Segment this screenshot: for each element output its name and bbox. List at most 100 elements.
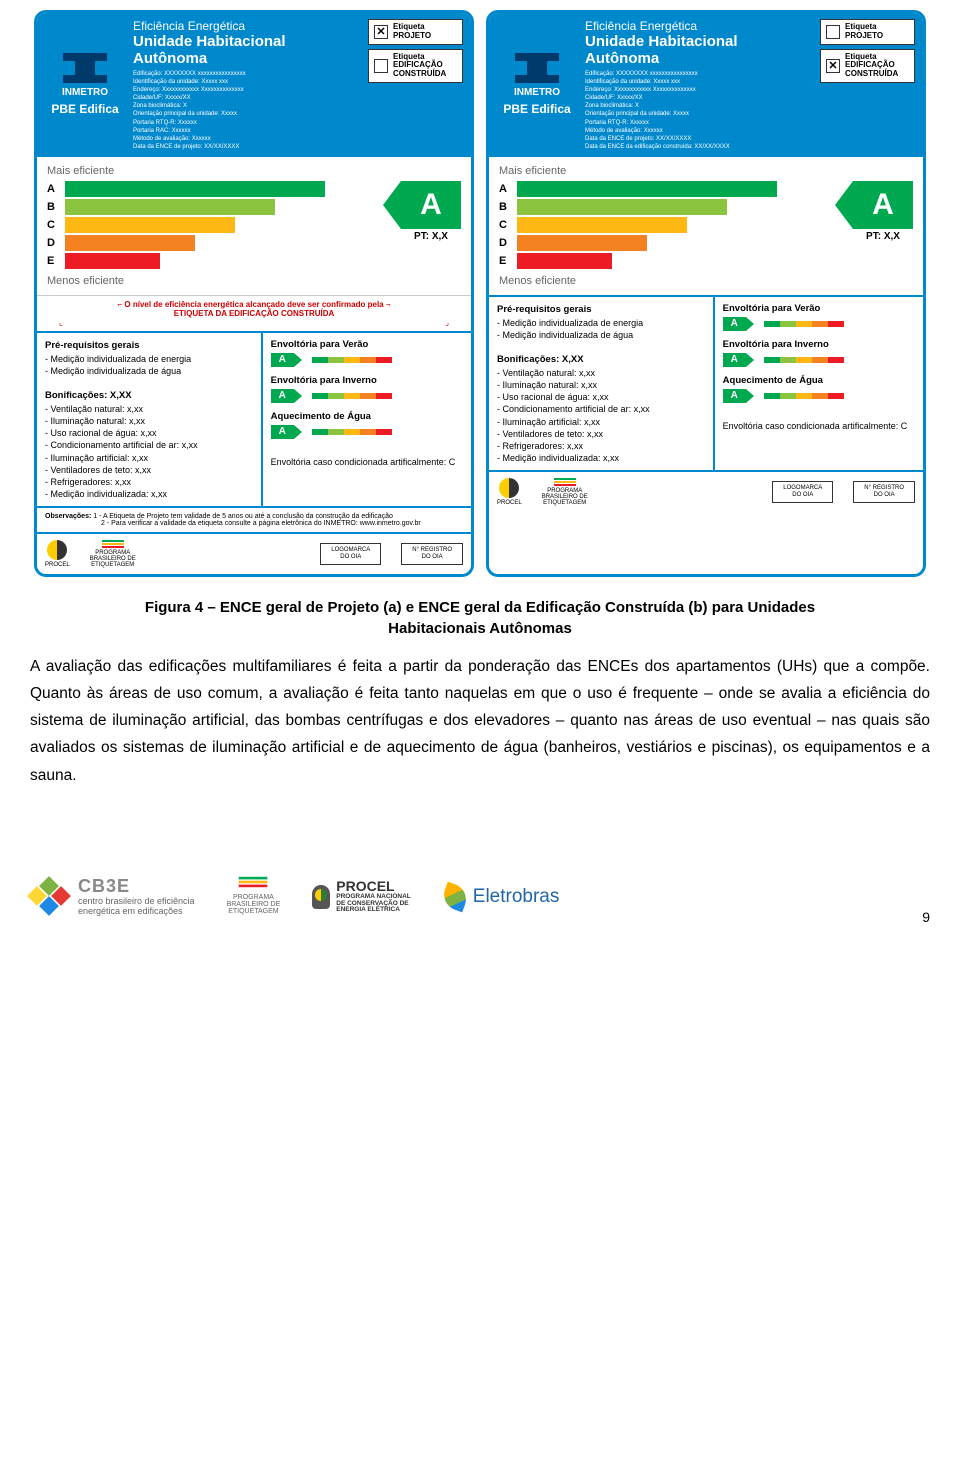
etiqueta-boxes: Etiqueta PROJETO ✕ Etiqueta EDIFICAÇÃO C…: [820, 19, 915, 151]
labels-row: INMETRO PBE Edifica Eficiência Energétic…: [30, 10, 930, 577]
page-footer: CB3E centro brasileiro de eficiência ene…: [30, 849, 930, 925]
observacoes: Observações: 1 - A Etiqueta de Projeto t…: [37, 506, 471, 532]
inmetro-logo: INMETRO PBE Edifica: [45, 19, 125, 151]
cb3e-sub: centro brasileiro de eficiência energéti…: [78, 896, 195, 916]
program-text: PBE Edifica: [51, 102, 118, 116]
env-cond: Envoltória caso condicionada artificalme…: [271, 457, 463, 467]
pbe-logo: PROGRAMA BRASILEIRO DE ETIQUETAGEM: [542, 478, 588, 506]
pbe-footer-logo: PROGRAMA BRASILEIRO DE ETIQUETAGEM: [227, 878, 281, 915]
card-header: INMETRO PBE Edifica Eficiência Energétic…: [37, 13, 471, 157]
page-number: 9: [922, 909, 930, 925]
checkbox-projeto: ✕: [374, 25, 388, 39]
inmetro-logo: INMETRO PBE Edifica: [497, 19, 577, 151]
pre-req-items: - Medição individualizada de energia - M…: [497, 317, 705, 341]
procel-text: PROCEL: [45, 562, 70, 568]
header-text: Eficiência Energética Unidade Habitacion…: [585, 19, 812, 151]
brand-text: INMETRO: [514, 87, 560, 98]
confirm-note: ⌐ O nível de eficiência energética alcan…: [37, 295, 471, 331]
header-main: Unidade Habitacional Autônoma: [585, 33, 812, 67]
header-title: Eficiência Energética: [585, 19, 812, 33]
bonif-title: Bonificações: X,XX: [45, 390, 132, 401]
procel-sub: PROGRAMA NACIONAL DE CONSERVAÇÃO DE ENER…: [336, 893, 411, 914]
figure-caption: Figura 4 – ENCE geral de Projeto (a) e E…: [30, 597, 930, 639]
env-verao-title: Envoltória para Verão: [723, 303, 821, 314]
details-right: Envoltória para Verão A Envoltória para …: [263, 333, 471, 506]
big-grade-container: A PT: X,X: [853, 181, 913, 242]
rating-section: Mais eficiente A B C D E A PT: X,X Menos…: [37, 157, 471, 295]
bonif-items: - Ventilação natural: x,xx - Iluminação …: [497, 367, 705, 464]
obs-title: Observações:: [45, 513, 91, 520]
grade-badge: A: [401, 181, 461, 229]
menos-eficiente: Menos eficiente: [499, 275, 913, 287]
label-card-projeto: INMETRO PBE Edifica Eficiência Energétic…: [34, 10, 474, 577]
pbe-logo: PROGRAMA BRASILEIRO DE ETIQUETAGEM: [90, 540, 136, 568]
label-footer: PROCEL PROGRAMA BRASILEIRO DE ETIQUETAGE…: [489, 470, 923, 512]
body-paragraph: A avaliação das edificações multifamilia…: [30, 653, 930, 789]
eletrobras-logo: Eletrobras: [443, 885, 560, 909]
procel-footer-logo: PROCEL PROGRAMA NACIONAL DE CONSERVAÇÃO …: [312, 879, 411, 914]
pt-value: PT: X,X: [401, 231, 461, 242]
rating-bars: A B C D E: [47, 181, 401, 271]
confirm-text: O nível de eficiência energética alcança…: [124, 300, 383, 309]
grade-badge: A: [853, 181, 913, 229]
details-section: Pré-requisitos gerais - Medição individu…: [489, 295, 923, 470]
aq-agua-title: Aquecimento de Água: [271, 411, 371, 422]
env-inverno-title: Envoltória para Inverno: [271, 375, 377, 386]
registro-box: N° REGISTRO DO OIA: [401, 543, 463, 565]
rating-bars: A B C D E: [499, 181, 853, 271]
header-title: Eficiência Energética: [133, 19, 360, 33]
pbe-text: PROGRAMA BRASILEIRO DE ETIQUETAGEM: [90, 550, 136, 568]
logomarca-box: LOGOMARCA DO OIA: [320, 543, 381, 565]
pt-value: PT: X,X: [853, 231, 913, 242]
checkbox-construida: ✕: [826, 59, 840, 73]
registro-box: N° REGISTRO DO OIA: [853, 481, 915, 503]
program-text: PBE Edifica: [503, 102, 570, 116]
etiqueta-construida: Etiqueta EDIFICAÇÃO CONSTRUÍDA: [368, 49, 463, 83]
confirm-bold: ETIQUETA DA EDIFICAÇÃO CONSTRUÍDA: [174, 309, 335, 318]
label-footer: PROCEL PROGRAMA BRASILEIRO DE ETIQUETAGE…: [37, 532, 471, 574]
pre-req-title: Pré-requisitos gerais: [45, 340, 140, 351]
pbe-footer-text: PROGRAMA BRASILEIRO DE ETIQUETAGEM: [227, 894, 281, 915]
rating-section: Mais eficiente A B C D E A PT: X,X Menos…: [489, 157, 923, 295]
big-grade-container: A PT: X,X: [401, 181, 461, 242]
card-header: INMETRO PBE Edifica Eficiência Energétic…: [489, 13, 923, 157]
menos-eficiente: Menos eficiente: [47, 275, 461, 287]
header-main: Unidade Habitacional Autônoma: [133, 33, 360, 67]
cb3e-title: CB3E: [78, 877, 195, 897]
bonif-title: Bonificações: X,XX: [497, 354, 584, 365]
obs-2: 2 - Para verificar a validade da etiquet…: [101, 520, 421, 527]
etiqueta-projeto: Etiqueta PROJETO: [820, 19, 915, 45]
details-section: Pré-requisitos gerais - Medição individu…: [37, 331, 471, 506]
caption-line1: Figura 4 – ENCE geral de Projeto (a) e E…: [145, 599, 815, 616]
etiq-projeto-label: Etiqueta PROJETO: [845, 23, 883, 41]
procel-logo: PROCEL: [497, 478, 522, 506]
cb3e-logo: CB3E centro brasileiro de eficiência ene…: [30, 877, 195, 917]
etiq-construida-label: Etiqueta EDIFICAÇÃO CONSTRUÍDA: [393, 53, 446, 79]
etiq-projeto-label: Etiqueta PROJETO: [393, 23, 431, 41]
env-cond: Envoltória caso condicionada artificalme…: [723, 421, 915, 431]
etiq-construida-label: Etiqueta EDIFICAÇÃO CONSTRUÍDA: [845, 53, 898, 79]
procel-title: PROCEL: [336, 879, 411, 894]
etiqueta-boxes: ✕ Etiqueta PROJETO Etiqueta EDIFICAÇÃO C…: [368, 19, 463, 151]
mais-eficiente: Mais eficiente: [499, 165, 913, 177]
obs-1: 1 - A Etiqueta de Projeto tem validade d…: [93, 513, 393, 520]
checkbox-projeto: [826, 25, 840, 39]
details-left: Pré-requisitos gerais - Medição individu…: [37, 333, 263, 506]
etiqueta-construida: ✕ Etiqueta EDIFICAÇÃO CONSTRUÍDA: [820, 49, 915, 83]
etiqueta-projeto: ✕ Etiqueta PROJETO: [368, 19, 463, 45]
pre-req-items: - Medição individualizada de energia - M…: [45, 353, 253, 377]
checkbox-construida: [374, 59, 388, 73]
env-verao-title: Envoltória para Verão: [271, 339, 369, 350]
env-inverno-title: Envoltória para Inverno: [723, 339, 829, 350]
header-details: Edificação: XXXXXXXX xxxxxxxxxxxxxxxx Id…: [585, 70, 812, 151]
header-text: Eficiência Energética Unidade Habitacion…: [133, 19, 360, 151]
details-right: Envoltória para Verão A Envoltória para …: [715, 297, 923, 470]
header-details: Edificação: XXXXXXXX xxxxxxxxxxxxxxxx Id…: [133, 70, 360, 151]
pbe-text: PROGRAMA BRASILEIRO DE ETIQUETAGEM: [542, 488, 588, 506]
caption-line2: Habitacionais Autônomas: [388, 620, 572, 637]
bonif-items: - Ventilação natural: x,xx - Iluminação …: [45, 403, 253, 500]
details-left: Pré-requisitos gerais - Medição individu…: [489, 297, 715, 470]
procel-logo: PROCEL: [45, 540, 70, 568]
logomarca-box: LOGOMARCA DO OIA: [772, 481, 833, 503]
brand-text: INMETRO: [62, 87, 108, 98]
